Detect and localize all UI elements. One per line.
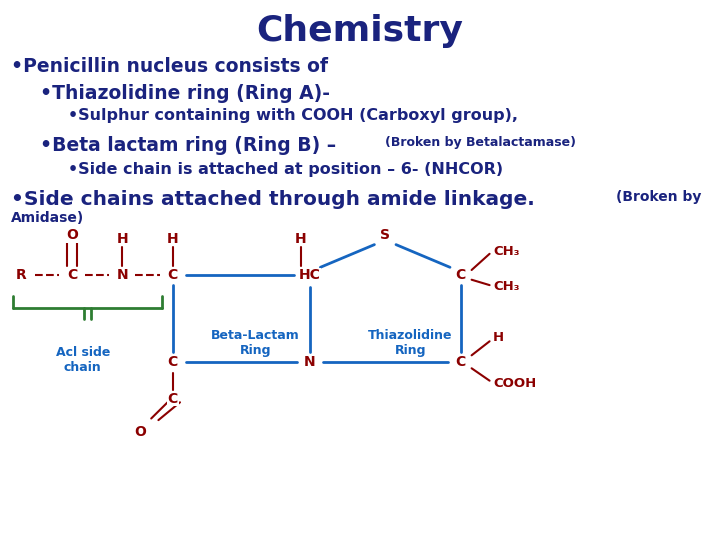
Text: Beta-Lactam
Ring: Beta-Lactam Ring (211, 329, 300, 357)
Text: HC: HC (299, 268, 320, 282)
Text: H: H (167, 232, 179, 246)
Text: H: H (493, 331, 504, 344)
Text: N: N (117, 268, 128, 282)
Text: (Broken by Betalactamase): (Broken by Betalactamase) (385, 136, 576, 149)
Text: O: O (66, 228, 78, 242)
Text: H: H (117, 232, 128, 246)
Text: Thiazolidine
Ring: Thiazolidine Ring (368, 329, 453, 357)
Text: S: S (380, 228, 390, 242)
Text: C: C (168, 392, 178, 406)
Text: COOH: COOH (493, 377, 536, 390)
Text: Amidase): Amidase) (11, 211, 84, 225)
Text: O: O (135, 425, 146, 439)
Text: C: C (67, 268, 77, 282)
Text: CH₃: CH₃ (493, 245, 520, 258)
Text: •Sulphur containing with COOH (Carboxyl group),: •Sulphur containing with COOH (Carboxyl … (68, 108, 518, 123)
Text: •Beta lactam ring (Ring B) –: •Beta lactam ring (Ring B) – (40, 136, 342, 155)
Text: •Penicillin nucleus consists of: •Penicillin nucleus consists of (11, 57, 328, 76)
Text: C: C (168, 268, 178, 282)
Text: Acl side
chain: Acl side chain (55, 346, 110, 374)
Text: •Side chains attached through amide linkage.: •Side chains attached through amide link… (11, 190, 534, 209)
Text: C: C (168, 355, 178, 369)
Text: Chemistry: Chemistry (256, 14, 464, 48)
Text: CH₃: CH₃ (493, 280, 520, 293)
Text: R: R (17, 268, 27, 282)
Text: •Thiazolidine ring (Ring A)-: •Thiazolidine ring (Ring A)- (40, 84, 330, 103)
Text: (Broken by: (Broken by (616, 190, 701, 204)
Text: N: N (304, 355, 315, 369)
Text: •Side chain is attached at position – 6- (NHCOR): •Side chain is attached at position – 6-… (68, 162, 503, 177)
Text: C: C (456, 268, 466, 282)
Text: C: C (456, 355, 466, 369)
Text: H: H (295, 232, 307, 246)
